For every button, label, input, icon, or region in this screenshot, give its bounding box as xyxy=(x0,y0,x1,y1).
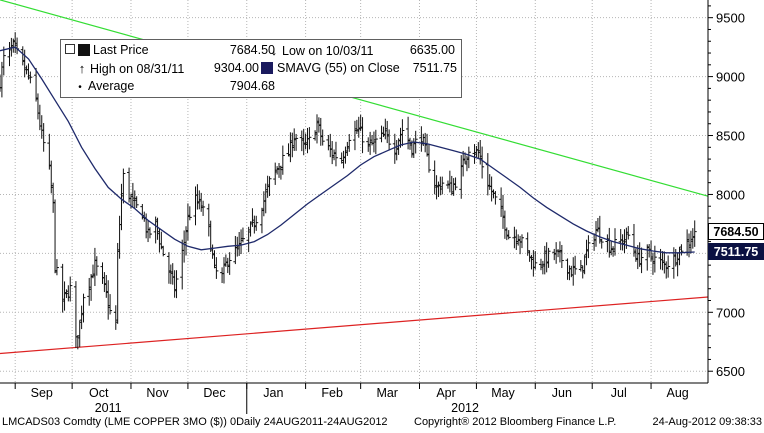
footer-timestamp: 24-Aug-2012 09:38:33 xyxy=(652,416,762,428)
square-outline-icon xyxy=(65,44,75,54)
y-tick-label: 8500 xyxy=(716,129,745,144)
legend-sma-label: SMAVG (55) on Close xyxy=(277,61,400,75)
legend-last-price: Last Price xyxy=(65,43,149,58)
legend-average-label: Average xyxy=(88,79,135,93)
footer-ticker: LMCADS03 Comdty (LME COPPER 3MO ($)) 0Da… xyxy=(2,416,388,428)
x-tick-label: Apr xyxy=(436,386,455,400)
sma-series-line xyxy=(0,46,695,254)
y-axis: 6500700075008000850090009500 xyxy=(708,5,745,379)
x-tick-label: Mar xyxy=(376,386,398,400)
x-tick-label: Nov xyxy=(146,386,169,400)
legend-high-label: High on 08/31/11 xyxy=(90,62,185,76)
sma-swatch-icon xyxy=(261,62,273,74)
x-tick-label: Jul xyxy=(611,386,627,400)
legend-last-price-value: 7684.50 xyxy=(229,43,275,57)
x-tick-label: Oct xyxy=(89,386,109,400)
x-tick-label: Aug xyxy=(667,386,689,400)
average-marker-icon: • xyxy=(78,82,82,93)
legend-low-label: Low on 10/03/11 xyxy=(282,44,374,58)
x-tick-label: May xyxy=(491,386,515,400)
legend-high: ↑ High on 08/31/11 xyxy=(77,61,185,77)
legend-average-value: 7904.68 xyxy=(229,79,275,93)
x-tick-label: Jan xyxy=(263,386,283,400)
year-label: 2012 xyxy=(451,401,479,415)
x-tick-label: Feb xyxy=(321,386,343,400)
footer-copyright: Copyright® 2012 Bloomberg Finance L.P. xyxy=(414,416,617,428)
legend-low: ↓ Low on 10/03/11 xyxy=(269,43,374,59)
y-tick-label: 8000 xyxy=(716,187,745,202)
legend-box: Last Price 7684.50 ↓ Low on 10/03/11 6635… xyxy=(60,39,462,98)
y-tick-label: 9000 xyxy=(716,70,745,85)
low-marker-icon: ↓ xyxy=(270,43,278,58)
legend-sma-value: 7511.75 xyxy=(412,61,457,75)
square-filled-icon xyxy=(78,44,90,56)
year-label: 2011 xyxy=(95,401,122,415)
high-marker-icon: ↑ xyxy=(78,61,86,76)
trendline xyxy=(0,296,709,355)
x-tick-label: Sep xyxy=(31,386,53,400)
legend-high-value: 9304.00 xyxy=(213,61,259,75)
x-tick-label: Jun xyxy=(552,386,572,400)
sma-line xyxy=(0,46,695,254)
y-tick-label: 7000 xyxy=(716,305,745,320)
x-axis: Sep Oct Nov Dec Jan Feb Mar Apr May Jun Jul Aug 2011… xyxy=(14,383,689,415)
y-tick-label: 6500 xyxy=(716,364,745,379)
x-tick-label: Dec xyxy=(203,386,225,400)
legend-sma: SMAVG (55) on Close xyxy=(261,61,400,76)
last-price-tag: 7684.50 xyxy=(708,223,764,241)
legend-last-price-label: Last Price xyxy=(93,43,149,57)
sma-price-tag: 7511.75 xyxy=(708,243,764,261)
legend-average: • Average xyxy=(75,79,134,95)
legend-low-value: 6635.00 xyxy=(409,43,455,57)
y-tick-label: 9500 xyxy=(716,11,745,26)
